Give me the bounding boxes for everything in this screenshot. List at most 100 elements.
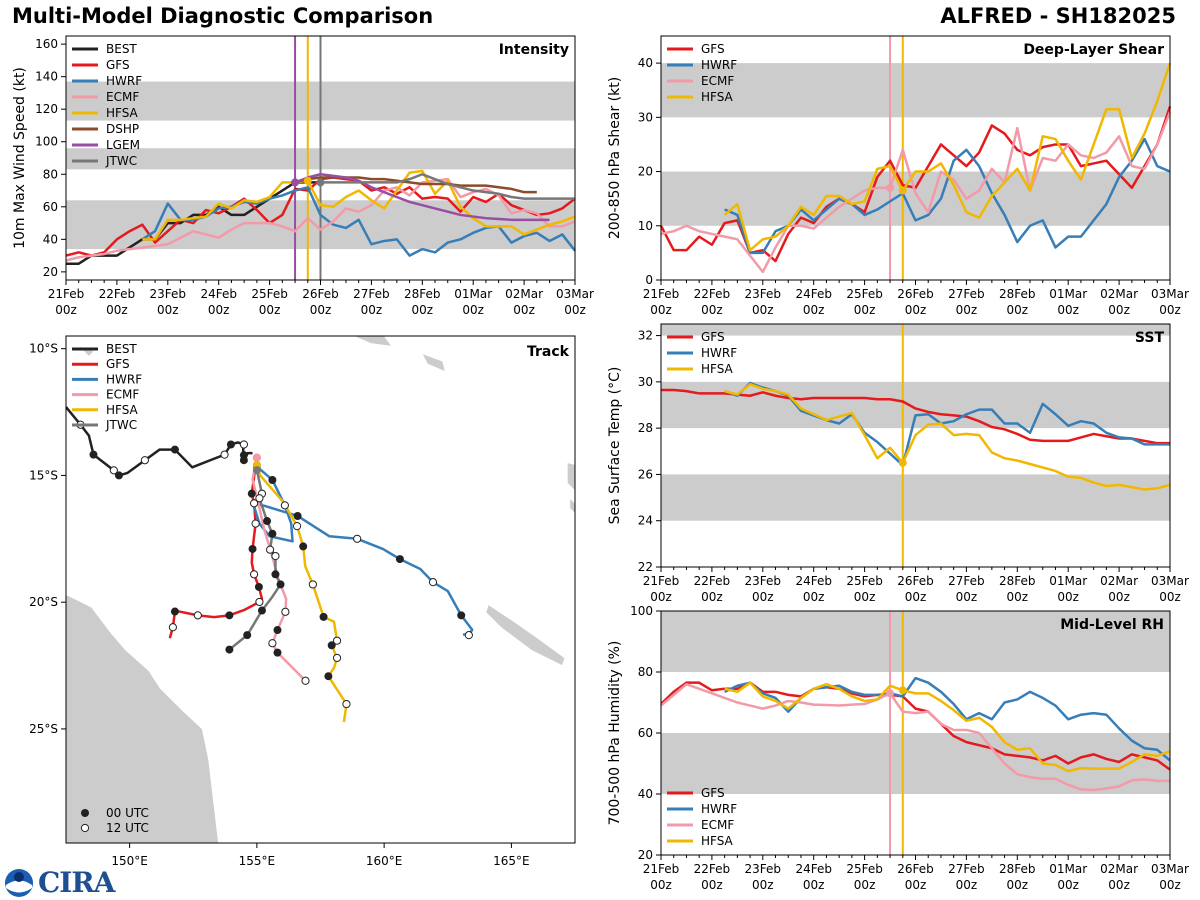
legend-label: HFSA [701, 834, 734, 848]
legend-label: GFS [701, 330, 725, 344]
plot-frame [65, 335, 576, 844]
track-point-00utc [170, 445, 179, 454]
legend-item: BEST [72, 42, 137, 56]
legend-item: BEST [72, 342, 137, 356]
threshold-band [661, 733, 1170, 794]
x-tick-label-hour: 00z [905, 590, 927, 604]
track-point-12utc [332, 636, 342, 645]
marker-legend-item: 12 UTC [80, 821, 149, 835]
x-tick-label: 28Feb [404, 287, 441, 301]
x-tick-label: 27Feb [948, 574, 985, 588]
y-axis-label: 10m Max Wind Speed (kt) [12, 67, 28, 249]
y-tick-label: 120 [35, 102, 58, 116]
x-tick-label-hour: 00z [650, 878, 672, 892]
track-point-00utc [243, 631, 252, 640]
plot-frame [660, 610, 1171, 856]
x-tick-label: 24Feb [795, 287, 832, 301]
x-tick-label-hour: 00z [956, 303, 978, 317]
legend-label: HWRF [106, 372, 142, 386]
plot-frame [65, 35, 576, 281]
y-tick-label: 140 [35, 70, 58, 84]
legend-label: GFS [701, 42, 725, 56]
x-tick-label: 27Feb [948, 287, 985, 301]
x-tick-label-hour: 00z [1007, 878, 1029, 892]
x-tick-label: 01Mar [1049, 574, 1087, 588]
track-panel: 150°E 155°E 160°E 165°E 10°S 15°S 20°S 25°S Trac… [29, 335, 576, 868]
y-axis-label: 200-850 hPa Shear (kt) [607, 77, 623, 239]
x-tick-label-hour: 00z [513, 303, 535, 317]
legend-label: BEST [106, 42, 137, 56]
x-tick-label-hour: 00z [956, 878, 978, 892]
track-point-00utc [114, 471, 123, 480]
x-tick-label-hour: 00z [650, 303, 672, 317]
y-tick-label: 160 [35, 37, 58, 51]
init-point-hfsa [898, 458, 907, 467]
legend-label: 12 UTC [106, 821, 149, 835]
x-tick-label-hour: 00z [752, 878, 774, 892]
legend-label: HFSA [106, 403, 139, 417]
track-point-00utc [254, 582, 263, 591]
track-point-12utc [353, 534, 362, 543]
track-point-00utc [257, 606, 266, 615]
x-tick-label-hour: 00z [854, 303, 876, 317]
legend-item: GFS [667, 786, 725, 800]
series-line-hwrf [141, 186, 576, 257]
x-tick-label: 26Feb [897, 574, 934, 588]
series-line-hfsa [724, 382, 1171, 491]
legend-item: JTWC [72, 418, 137, 432]
x-tick-label: 23Feb [745, 287, 782, 301]
track-point-00utc [324, 672, 333, 681]
legend-item: GFS [667, 42, 725, 56]
y-tick-label: 20 [638, 165, 653, 179]
x-tick-label: 21Feb [643, 862, 680, 876]
x-tick-label: 24Feb [795, 574, 832, 588]
track-start-ecmf [252, 453, 261, 462]
y-axis-label: 700-500 hPa Humidity (%) [607, 641, 623, 826]
x-tick-label: 02Mar [1100, 574, 1138, 588]
noaa-seal-icon [5, 868, 33, 897]
series-line-ecmf [660, 682, 1170, 792]
panel-title: SST [1135, 330, 1165, 346]
init-point-ecmf [886, 689, 895, 698]
map-area [66, 336, 575, 843]
x-tick-label-hour: 00z [1159, 590, 1181, 604]
legend-item: HFSA [667, 90, 734, 104]
legend-item: HWRF [667, 346, 737, 360]
legend-label: HFSA [106, 106, 139, 120]
x-tick-label: 02Mar [1100, 287, 1138, 301]
threshold-band [661, 611, 1170, 672]
legend-item: HFSA [667, 362, 734, 376]
x-tick-label-hour: 00z [854, 878, 876, 892]
series-line-jtwc [320, 173, 575, 200]
x-tick-label-hour: 00z [1007, 303, 1029, 317]
x-tick-label: 27Feb [948, 862, 985, 876]
x-tick-label-hour: 00z [412, 303, 434, 317]
track-point-12utc [301, 676, 310, 685]
series-line-dshp [294, 176, 537, 194]
series-line-best [66, 181, 321, 265]
track-point-00utc [226, 440, 235, 449]
logo-text: CIRA [38, 866, 115, 899]
y-tick-label: 28 [638, 421, 653, 435]
series-line-gfs [661, 388, 1170, 445]
legend-item: HWRF [667, 802, 737, 816]
y-tick-label: 0 [645, 273, 653, 287]
x-tick-label-hour: 00z [55, 303, 77, 317]
y-tick-label: 80 [43, 167, 58, 181]
island-land [567, 462, 575, 492]
island-land [421, 353, 446, 373]
track-point-12utc [308, 580, 317, 589]
plot-area [661, 324, 1170, 567]
rh-panel: 21Feb 00z 22Feb 00z 23Feb 00z 24Feb 00z 25Feb 00z… [607, 604, 1189, 892]
x-tick-label: 25Feb [251, 287, 288, 301]
track-point-12utc [168, 623, 177, 632]
x-tick-label-hour: 00z [1057, 878, 1079, 892]
track-point-12utc [220, 450, 229, 459]
x-tick-label: 150°E [111, 854, 148, 868]
legend-item: GFS [667, 330, 725, 344]
cira-logo: CIRA [4, 866, 115, 899]
track-point-00utc [457, 611, 466, 620]
legend-label: ECMF [106, 388, 139, 402]
legend-label: HFSA [701, 90, 734, 104]
